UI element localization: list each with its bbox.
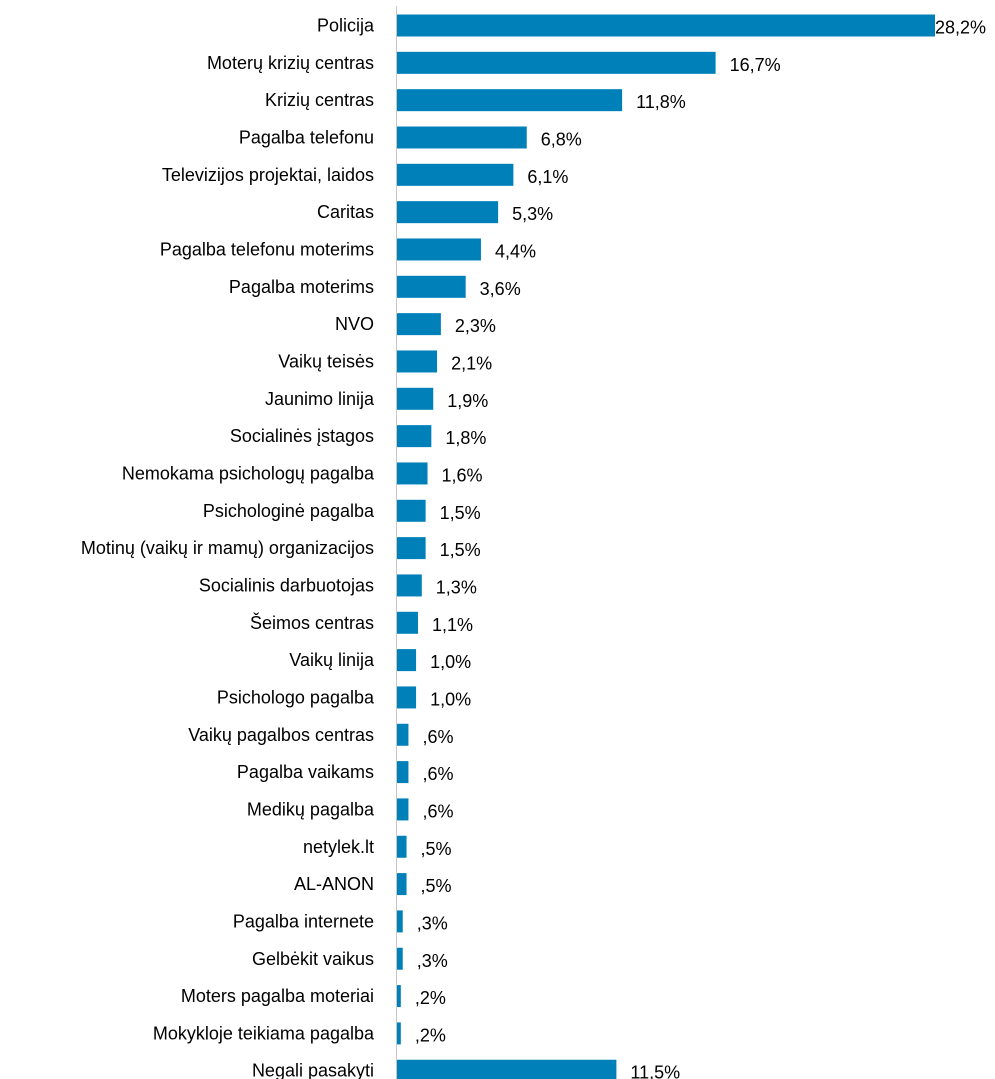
bar	[397, 723, 409, 746]
category-label: Gelbėkit vaikus	[252, 949, 374, 969]
value-label: 2,3%	[455, 316, 496, 336]
bar	[397, 163, 514, 186]
bar	[397, 985, 401, 1008]
value-label: 6,8%	[541, 129, 582, 149]
category-label: Vaikų teisės	[278, 351, 374, 371]
category-label: Pagalba vaikams	[237, 762, 374, 782]
value-label: 1,9%	[447, 391, 488, 411]
category-label: NVO	[335, 314, 374, 334]
category-label: Vaikų pagalbos centras	[188, 725, 374, 745]
value-label: ,6%	[422, 764, 453, 784]
bar	[397, 313, 441, 336]
bar	[397, 574, 422, 597]
category-label: Šeimos centras	[250, 612, 374, 633]
bars-group: Policija 28,2% Moterų krizių centras 16,7% K…	[81, 14, 986, 1079]
value-label: 11,5%	[630, 1063, 680, 1079]
value-label: 1,0%	[430, 689, 471, 709]
category-label: Mokykloje teikiama pagalba	[153, 1023, 375, 1043]
value-label: 5,3%	[512, 204, 553, 224]
bar	[397, 275, 466, 298]
category-label: Medikų pagalba	[247, 799, 375, 819]
value-label: ,6%	[422, 801, 453, 821]
category-label: Pagalba telefonu moterims	[160, 239, 374, 259]
category-label: Psichologo pagalba	[217, 687, 375, 707]
value-label: ,2%	[415, 1025, 446, 1045]
bar	[397, 611, 418, 634]
value-label: 11,8%	[636, 92, 686, 112]
value-label: ,3%	[417, 951, 448, 971]
bar	[397, 201, 499, 224]
value-label: 1,1%	[432, 615, 473, 635]
category-label: Pagalba telefonu	[239, 127, 374, 147]
bar	[397, 835, 407, 858]
category-label: Socialinės įstagos	[230, 426, 374, 446]
value-label: ,5%	[421, 876, 452, 896]
bar	[397, 462, 428, 485]
category-label: netylek.lt	[303, 837, 374, 857]
bar	[397, 1059, 617, 1079]
bar	[397, 238, 481, 261]
bar	[397, 89, 623, 112]
category-label: Krizių centras	[265, 90, 374, 110]
bar	[397, 14, 935, 37]
category-label: Moters pagalba moteriai	[181, 986, 374, 1006]
category-label: Pagalba moterims	[229, 277, 374, 297]
category-label: Negali pasakyti	[252, 1061, 374, 1079]
category-label: Caritas	[317, 202, 374, 222]
value-label: 4,4%	[495, 241, 536, 261]
value-label: 28,2%	[935, 18, 986, 38]
value-label: 1,8%	[445, 428, 486, 448]
value-label: 1,5%	[440, 503, 481, 523]
value-label: 16,7%	[730, 55, 781, 75]
bar	[397, 910, 403, 933]
category-label: Vaikų linija	[289, 650, 375, 670]
category-label: Moterų krizių centras	[207, 53, 374, 73]
value-label: ,5%	[421, 839, 452, 859]
category-label: Motinų (vaikų ir mamų) organizacijos	[81, 538, 374, 558]
bar	[397, 798, 409, 821]
bar	[397, 873, 407, 896]
bar	[397, 686, 417, 709]
category-label: Psichologinė pagalba	[203, 501, 375, 521]
value-label: 1,3%	[436, 577, 477, 597]
bar	[397, 761, 409, 784]
bar	[397, 126, 527, 149]
category-label: Pagalba internete	[233, 911, 374, 931]
value-label: 1,0%	[430, 652, 471, 672]
value-label: 1,5%	[440, 540, 481, 560]
value-label: 3,6%	[480, 279, 521, 299]
category-label: Policija	[317, 16, 375, 36]
bar	[397, 537, 426, 560]
category-label: Jaunimo linija	[265, 389, 375, 409]
bar	[397, 1022, 401, 1045]
category-label: Socialinis darbuotojas	[199, 575, 374, 595]
category-label: Nemokama psichologų pagalba	[122, 463, 375, 483]
bar	[397, 649, 417, 672]
value-label: 1,6%	[442, 465, 483, 485]
value-label: 6,1%	[527, 167, 568, 187]
bar	[397, 350, 438, 373]
bar	[397, 499, 426, 522]
bar	[397, 947, 403, 970]
value-label: ,2%	[415, 988, 446, 1008]
bar	[397, 425, 432, 448]
value-label: ,6%	[422, 727, 453, 747]
category-label: AL-ANON	[294, 874, 374, 894]
value-label: ,3%	[417, 913, 448, 933]
bar	[397, 387, 434, 410]
bar	[397, 51, 716, 74]
category-label: Televizijos projektai, laidos	[162, 165, 374, 185]
value-label: 2,1%	[451, 353, 492, 373]
